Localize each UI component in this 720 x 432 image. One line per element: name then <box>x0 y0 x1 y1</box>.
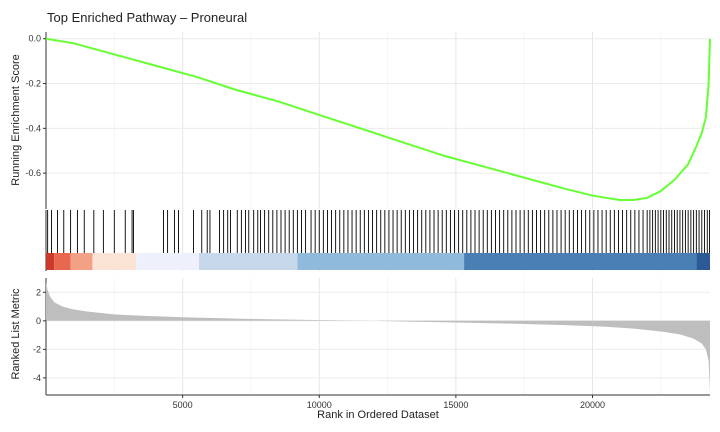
ranked-metric-y-ticks: 2 0 -2 -4 <box>33 287 46 383</box>
running-score-y-label: Running Enrichment Score <box>10 54 22 185</box>
gene-hit-marks <box>47 210 710 253</box>
y-tick-label: -0.4 <box>25 123 41 133</box>
gene-hits-panel <box>45 210 710 271</box>
running-score-panel: 0.0 -0.2 -0.4 -0.6 Running Enrichment Score <box>10 32 711 209</box>
x-tick-label: 20000 <box>580 400 605 410</box>
color-bar-segment <box>46 253 55 270</box>
y-tick-label: -0.6 <box>25 168 41 178</box>
y-tick-label: 0 <box>36 316 41 326</box>
y-tick-label: -4 <box>33 373 41 383</box>
running-score-gridlines <box>46 32 710 209</box>
chart-title: Top Enriched Pathway – Proneural <box>47 10 247 25</box>
ranked-metric-gridlines <box>46 278 710 395</box>
ranked-metric-y-label: Ranked List Metric <box>10 288 22 380</box>
y-tick-label: -2 <box>33 344 41 354</box>
y-tick-label: 2 <box>36 287 41 297</box>
ranked-metric-panel: 2 0 -2 -4 5000 10000 15000 20000 Ranked List M… <box>10 278 710 421</box>
color-bar-segment <box>297 253 465 270</box>
color-bar-segment <box>70 253 93 270</box>
running-score-line <box>45 37 711 202</box>
color-bar-segment <box>92 253 137 270</box>
ranked-color-bar <box>46 253 710 270</box>
ranked-metric-area <box>46 282 710 393</box>
x-axis-label: Rank in Ordered Dataset <box>317 409 439 421</box>
x-axis-ticks: 5000 10000 15000 20000 <box>173 395 605 410</box>
color-bar-segment <box>54 253 71 270</box>
y-tick-label: -0.2 <box>25 79 41 89</box>
x-tick-label: 5000 <box>173 400 193 410</box>
color-bar-segment <box>199 253 298 270</box>
x-tick-label: 10000 <box>307 400 332 410</box>
running-score-y-ticks: 0.0 -0.2 -0.4 -0.6 <box>25 34 46 178</box>
x-tick-label: 15000 <box>443 400 468 410</box>
y-tick-label: 0.0 <box>28 34 41 44</box>
color-bar-segment <box>464 253 697 270</box>
color-bar-segment <box>696 253 710 270</box>
color-bar-segment <box>136 253 200 270</box>
